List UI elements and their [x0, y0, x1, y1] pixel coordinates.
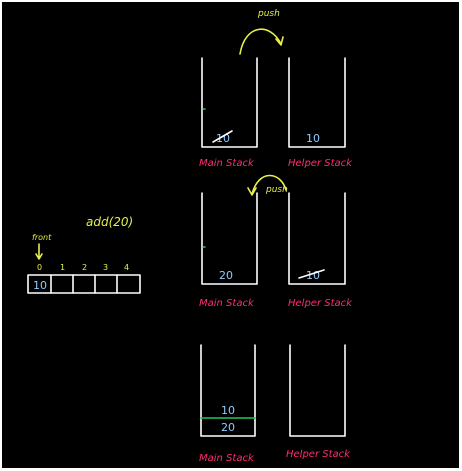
push-arrowhead	[275, 36, 284, 46]
helper-stack-container	[289, 344, 346, 437]
main-stack-label: Main Stack	[199, 158, 255, 169]
push-arrow-label: push	[257, 9, 280, 19]
queue-index-3: 3	[103, 263, 108, 272]
push-arrow	[239, 28, 282, 55]
front-pointer-arrow	[35, 243, 43, 260]
queue-index-4: 4	[124, 263, 129, 272]
queue-using-stacks-diagram: add(20) front 0 1 2 3 4 10 push 10	[27, 9, 353, 464]
queue-array-outline	[27, 274, 141, 294]
main-stack-container	[201, 192, 258, 285]
crossed-out-mark	[298, 269, 325, 279]
push-arrow-label: push	[265, 185, 288, 195]
main-stack-value-10: 10	[216, 132, 230, 145]
main-stack-label: Main Stack	[199, 298, 255, 309]
crossed-out-mark	[212, 130, 233, 143]
operation-label: add(20)	[86, 215, 133, 229]
helper-stack-container	[288, 57, 346, 148]
helper-stack-value-10: 10	[306, 132, 320, 145]
helper-stack-container	[288, 192, 346, 285]
chalkboard: add(20) front 0 1 2 3 4 10 push 10	[2, 2, 459, 468]
front-label: front	[32, 233, 52, 242]
queue-index-1: 1	[60, 263, 65, 272]
main-stack-label: Main Stack	[199, 453, 255, 464]
main-stack-value-20: 20	[219, 269, 233, 282]
main-stack-value-10: 10	[221, 404, 235, 417]
push-arrowhead	[247, 187, 257, 196]
queue-array	[27, 274, 141, 294]
helper-stack-label: Helper Stack	[286, 449, 351, 460]
push-arrow	[251, 174, 287, 195]
queue-index-0: 0	[37, 263, 42, 272]
helper-stack-label: Helper Stack	[288, 298, 353, 309]
helper-stack-label: Helper Stack	[288, 158, 353, 169]
main-stack-value-20: 20	[221, 421, 235, 434]
queue-cell-0-value: 10	[33, 279, 47, 292]
queue-index-2: 2	[82, 263, 87, 272]
main-stack-container	[201, 57, 258, 148]
main-stack-container	[200, 344, 256, 437]
